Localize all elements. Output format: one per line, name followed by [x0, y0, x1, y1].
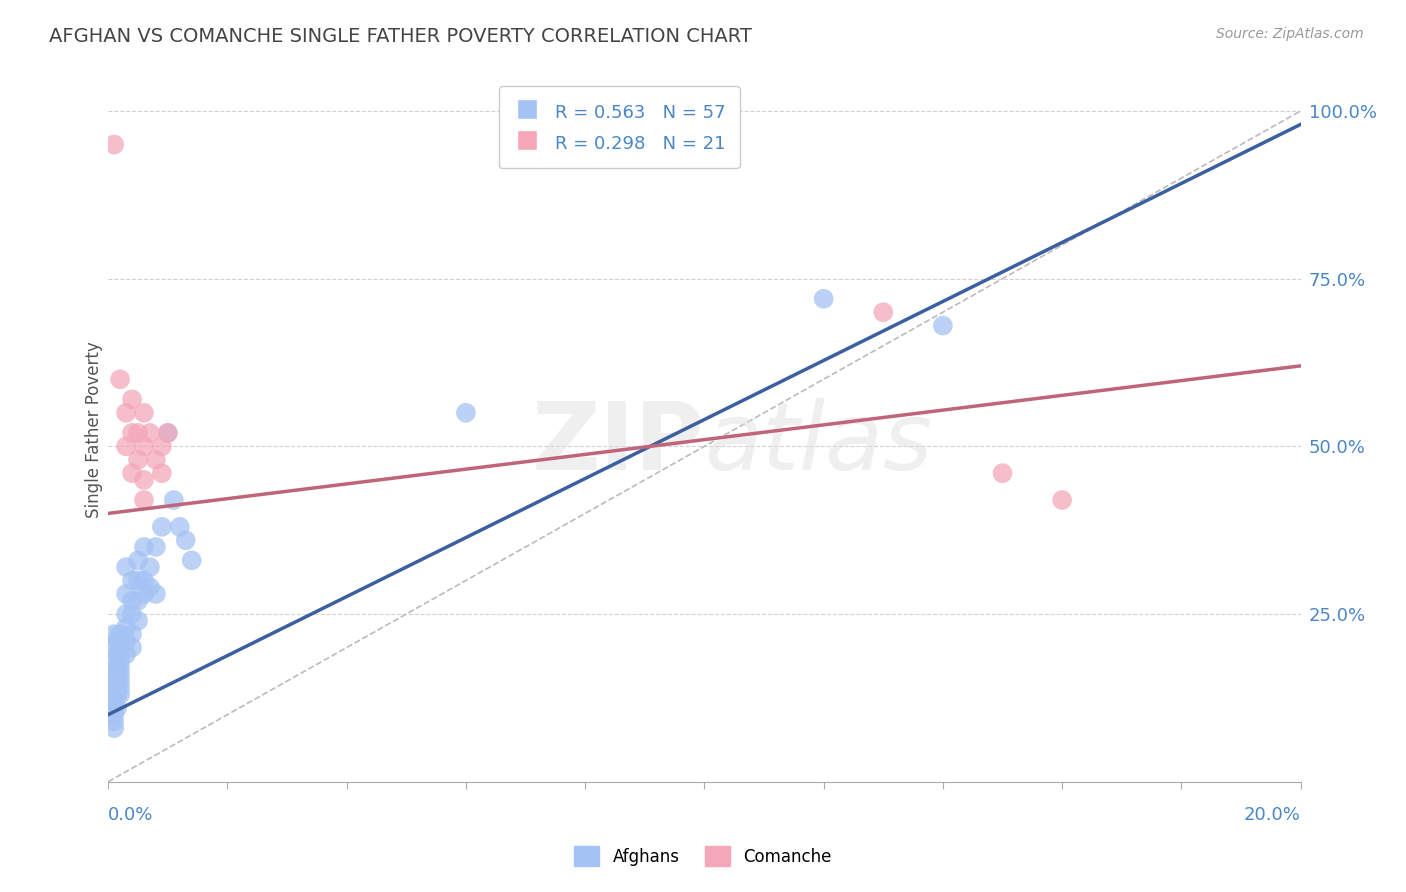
Point: [145, 587, 167, 601]
Point: [127, 574, 149, 588]
Legend: Afghans, Comanche: Afghans, Comanche: [567, 838, 839, 875]
Point: [150, 520, 173, 534]
Point: [813, 292, 835, 306]
Point: [103, 667, 125, 681]
Point: [132, 406, 155, 420]
Point: [115, 647, 138, 661]
Point: [115, 406, 138, 420]
Point: [103, 674, 125, 689]
Point: [121, 627, 143, 641]
Point: [108, 661, 131, 675]
Point: [132, 473, 155, 487]
Point: [108, 681, 131, 695]
Point: [121, 466, 143, 480]
Point: [105, 633, 128, 648]
Point: [132, 439, 155, 453]
Text: atlas: atlas: [704, 398, 932, 489]
Point: [132, 574, 155, 588]
Point: [121, 392, 143, 407]
Point: [108, 674, 131, 689]
Point: [132, 540, 155, 554]
Text: AFGHAN VS COMANCHE SINGLE FATHER POVERTY CORRELATION CHART: AFGHAN VS COMANCHE SINGLE FATHER POVERTY…: [49, 27, 752, 45]
Point: [121, 574, 143, 588]
Point: [105, 674, 128, 689]
Text: 0.0%: 0.0%: [108, 806, 153, 824]
Y-axis label: Single Father Poverty: Single Father Poverty: [86, 342, 103, 518]
Point: [127, 452, 149, 467]
Point: [105, 701, 128, 715]
Point: [121, 593, 143, 607]
Point: [132, 493, 155, 508]
Text: Source: ZipAtlas.com: Source: ZipAtlas.com: [1216, 27, 1364, 41]
Point: [115, 620, 138, 634]
Point: [108, 654, 131, 668]
Point: [105, 688, 128, 702]
Point: [139, 425, 162, 440]
Point: [174, 533, 197, 548]
Point: [103, 681, 125, 695]
Point: [103, 137, 125, 152]
Point: [127, 593, 149, 607]
Point: [103, 654, 125, 668]
Point: [150, 466, 173, 480]
Point: [169, 520, 191, 534]
Point: [103, 721, 125, 735]
Point: [115, 607, 138, 621]
Point: [127, 553, 149, 567]
Text: ZIP: ZIP: [531, 398, 704, 490]
Point: [156, 425, 179, 440]
Point: [105, 661, 128, 675]
Point: [1050, 493, 1073, 508]
Point: [105, 647, 128, 661]
Point: [115, 587, 138, 601]
Point: [150, 439, 173, 453]
Text: 20.0%: 20.0%: [1244, 806, 1301, 824]
Point: [103, 688, 125, 702]
Point: [156, 425, 179, 440]
Point: [103, 707, 125, 722]
Point: [932, 318, 955, 333]
Point: [132, 587, 155, 601]
Point: [454, 406, 477, 420]
Point: [180, 553, 202, 567]
Point: [121, 425, 143, 440]
Point: [127, 614, 149, 628]
Point: [103, 640, 125, 655]
Legend: R = 0.563   N = 57, R = 0.298   N = 21: R = 0.563 N = 57, R = 0.298 N = 21: [499, 87, 740, 169]
Point: [108, 688, 131, 702]
Point: [115, 439, 138, 453]
Point: [108, 667, 131, 681]
Point: [139, 580, 162, 594]
Point: [103, 714, 125, 729]
Point: [103, 627, 125, 641]
Point: [127, 425, 149, 440]
Point: [139, 560, 162, 574]
Point: [991, 466, 1014, 480]
Point: [121, 640, 143, 655]
Point: [103, 701, 125, 715]
Point: [121, 607, 143, 621]
Point: [108, 372, 131, 386]
Point: [115, 560, 138, 574]
Point: [163, 493, 186, 508]
Point: [115, 633, 138, 648]
Point: [872, 305, 894, 319]
Point: [103, 694, 125, 708]
Point: [145, 452, 167, 467]
Point: [108, 627, 131, 641]
Point: [145, 540, 167, 554]
Point: [108, 640, 131, 655]
